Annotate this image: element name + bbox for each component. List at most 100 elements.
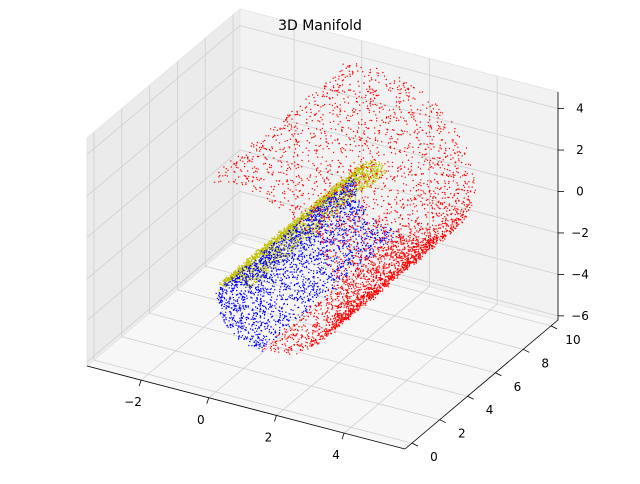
data-point — [360, 190, 361, 191]
data-point — [266, 268, 267, 269]
data-point — [449, 174, 450, 175]
data-point — [270, 264, 271, 265]
data-point — [452, 174, 453, 175]
data-point — [309, 207, 310, 208]
data-point — [354, 220, 355, 221]
data-point — [339, 200, 340, 201]
data-point — [247, 274, 248, 275]
data-point — [235, 325, 236, 326]
data-point — [322, 200, 323, 201]
data-point — [274, 305, 275, 306]
data-point — [344, 240, 345, 241]
data-point — [309, 293, 310, 294]
data-point — [408, 89, 409, 90]
data-point — [420, 121, 421, 122]
data-point — [331, 273, 332, 274]
data-point — [353, 91, 354, 92]
data-point — [308, 285, 309, 286]
data-point — [238, 336, 239, 337]
data-point — [296, 219, 297, 220]
data-point — [361, 266, 362, 267]
data-point — [259, 250, 260, 251]
data-point — [301, 212, 302, 213]
data-point — [254, 345, 255, 346]
data-point — [299, 244, 300, 245]
data-point — [325, 232, 326, 233]
data-point — [281, 241, 282, 242]
data-point — [332, 227, 333, 228]
data-point — [456, 218, 457, 219]
data-point — [284, 249, 285, 250]
data-point — [305, 308, 306, 309]
data-point — [306, 266, 307, 267]
data-point — [323, 256, 324, 257]
data-point — [248, 260, 249, 261]
data-point — [322, 289, 323, 290]
data-point — [323, 220, 324, 221]
data-point — [266, 344, 267, 345]
data-point — [252, 271, 253, 272]
data-point — [318, 229, 319, 230]
data-point — [271, 244, 272, 245]
data-point — [285, 235, 286, 236]
data-point — [438, 109, 439, 110]
data-point — [235, 273, 236, 274]
data-point — [253, 302, 254, 303]
data-point — [330, 201, 331, 202]
data-point — [303, 313, 304, 314]
data-point — [301, 314, 302, 315]
data-point — [271, 255, 272, 256]
data-point — [353, 173, 354, 174]
data-point — [225, 319, 226, 320]
data-point — [417, 133, 418, 134]
data-point — [298, 241, 299, 242]
data-point — [370, 172, 371, 173]
data-point — [393, 231, 394, 232]
data-point — [317, 248, 318, 249]
data-point — [282, 253, 283, 254]
data-point — [336, 185, 337, 186]
data-point — [298, 282, 299, 283]
data-point — [339, 264, 340, 265]
data-point — [335, 195, 336, 196]
data-point — [473, 180, 474, 181]
data-point — [233, 288, 234, 289]
data-point — [293, 253, 294, 254]
data-point — [274, 301, 275, 302]
data-point — [361, 242, 362, 243]
data-point — [276, 270, 277, 271]
data-point — [272, 285, 273, 286]
data-point — [329, 213, 330, 214]
axis-panes — [87, 9, 558, 449]
data-point — [285, 231, 286, 232]
data-point — [281, 280, 282, 281]
data-point — [333, 250, 334, 251]
data-point — [386, 237, 387, 238]
data-point — [333, 85, 334, 86]
data-point — [242, 323, 243, 324]
data-point — [237, 328, 238, 329]
data-point — [382, 171, 383, 172]
data-point — [256, 281, 257, 282]
data-point — [286, 329, 287, 330]
data-point — [338, 92, 339, 93]
data-point — [380, 224, 381, 225]
data-point — [280, 315, 281, 316]
data-point — [304, 234, 305, 235]
data-point — [359, 181, 360, 182]
data-point — [377, 235, 378, 236]
data-point — [282, 324, 283, 325]
data-point — [345, 260, 346, 261]
data-point — [297, 239, 298, 240]
data-point — [256, 289, 257, 290]
data-point — [346, 183, 347, 184]
data-point — [263, 148, 264, 149]
data-point — [290, 282, 291, 283]
data-point — [400, 200, 401, 201]
data-point — [382, 233, 383, 234]
data-point — [370, 246, 371, 247]
data-point — [323, 285, 324, 286]
data-point — [216, 293, 217, 294]
data-point — [324, 296, 325, 297]
data-point — [270, 252, 271, 253]
